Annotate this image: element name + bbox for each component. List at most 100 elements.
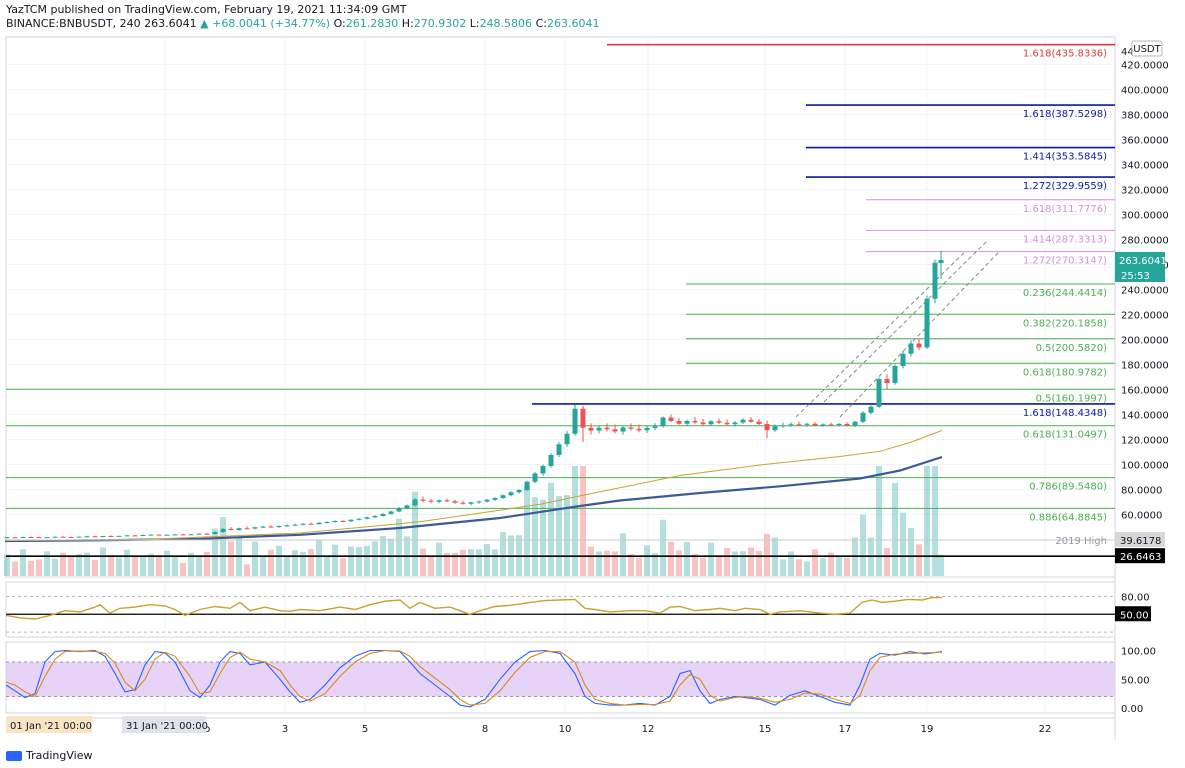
volume-bar xyxy=(140,555,146,576)
volume-bar xyxy=(916,544,922,576)
candle-body xyxy=(676,421,682,424)
volume-bar xyxy=(132,556,138,576)
price-tick-label: 60.0000 xyxy=(1121,511,1162,522)
volume-bar xyxy=(724,547,730,576)
volume-bar xyxy=(428,555,434,576)
volume-bar xyxy=(668,541,674,576)
price-change: ▲ +68.0041 (+34.77%) xyxy=(200,17,331,30)
fib-level-label: 1.414(353.5845) xyxy=(1023,152,1107,163)
price-tick-label: 380.0000 xyxy=(1121,111,1169,122)
candle-body xyxy=(420,499,426,501)
candle-body xyxy=(196,533,202,535)
stoch-tick-label: 100.00 xyxy=(1121,647,1156,658)
candle-body xyxy=(92,536,98,538)
candle-body xyxy=(84,536,90,538)
current-price-label: 263.6041 xyxy=(1119,256,1167,267)
candle-body xyxy=(916,343,922,348)
fib-level-label: 0.382(220.1858) xyxy=(1023,318,1107,329)
candle-body xyxy=(516,490,522,493)
candle-body xyxy=(468,502,474,504)
candle-body xyxy=(772,426,778,431)
candle-body xyxy=(388,511,394,514)
fib-level-label: 1.272(329.9559) xyxy=(1023,181,1107,192)
volume-bar xyxy=(580,466,586,576)
candle-body xyxy=(4,537,10,539)
volume-bar xyxy=(308,549,314,576)
volume-bar xyxy=(228,541,234,576)
candle-body xyxy=(740,419,746,423)
candle-body xyxy=(108,536,114,537)
volume-bar xyxy=(588,546,594,576)
rsi-line xyxy=(5,596,942,620)
candle-body xyxy=(452,501,458,503)
currency-badge xyxy=(1131,40,1163,57)
volume-bar xyxy=(628,554,634,576)
volume-bar xyxy=(12,561,18,576)
candle-body xyxy=(908,343,914,354)
candle-body xyxy=(548,455,554,466)
candle-body xyxy=(820,424,826,426)
fib-level-label: 1.414(287.3313) xyxy=(1023,234,1107,245)
volume-bar xyxy=(596,551,602,576)
moving-average-slow xyxy=(4,455,943,543)
rsi-value-label: 50.00 xyxy=(1120,610,1149,621)
support-value: 26.6463 xyxy=(1120,552,1161,563)
volume-bar xyxy=(388,538,394,576)
candle-body xyxy=(140,535,146,536)
candle-body xyxy=(332,521,338,522)
volume-bar xyxy=(20,549,26,576)
volume-bar xyxy=(908,527,914,576)
candle-body xyxy=(796,424,802,426)
volume-bar xyxy=(84,552,90,576)
volume-bar xyxy=(564,494,570,576)
volume-bar xyxy=(708,542,714,576)
candle-body xyxy=(564,433,570,445)
volume-bar xyxy=(108,554,114,576)
candle-body xyxy=(428,500,434,502)
volume-bar xyxy=(636,557,642,576)
candle-body xyxy=(412,499,418,506)
candle-body xyxy=(812,423,818,426)
volume-bar xyxy=(452,552,458,576)
candle-body xyxy=(532,473,538,482)
volume-bar xyxy=(892,482,898,576)
candle-body xyxy=(620,427,626,432)
publish-header: YazTCM published on TradingView.com, Feb… xyxy=(6,3,407,16)
candle-body xyxy=(756,421,762,424)
volume-bar xyxy=(276,545,282,576)
candle-body xyxy=(732,422,738,425)
time-tick-label: 15 xyxy=(759,724,772,735)
volume-bar xyxy=(212,528,218,576)
volume-bar xyxy=(52,558,58,576)
time-tick-label: 10 xyxy=(559,724,572,735)
candle-body xyxy=(292,524,298,526)
candle-body xyxy=(156,534,162,536)
candle-body xyxy=(404,505,410,508)
volume-bar xyxy=(676,550,682,576)
candle-body xyxy=(204,533,210,535)
volume-bar xyxy=(924,466,930,576)
volume-bar xyxy=(436,542,442,576)
candle-body xyxy=(716,421,722,423)
time-tick-label: 5 xyxy=(362,724,368,735)
time-tick-label: 19 xyxy=(921,724,934,735)
candle-body xyxy=(36,537,42,539)
volume-bar xyxy=(244,564,250,576)
volume-bar xyxy=(828,552,834,576)
tradingview-label: TradingView xyxy=(26,749,93,762)
candle-body xyxy=(180,534,186,536)
volume-bar xyxy=(540,499,546,576)
fib-level-label: 0.236(244.4414) xyxy=(1023,288,1107,299)
date-badge-start-label: 01 Jan '21 00:00 xyxy=(10,721,92,732)
volume-bar xyxy=(36,559,42,576)
candle-body xyxy=(436,500,442,502)
low-value: 248.5806 xyxy=(479,17,533,30)
volume-bar xyxy=(292,550,298,576)
symbol-name[interactable]: BINANCE:BNBUSDT, 240 xyxy=(6,17,141,30)
candle-body xyxy=(724,422,730,425)
candle-body xyxy=(260,526,266,528)
volume-bar xyxy=(180,562,186,576)
candle-body xyxy=(244,528,250,530)
volume-bar xyxy=(444,552,450,576)
